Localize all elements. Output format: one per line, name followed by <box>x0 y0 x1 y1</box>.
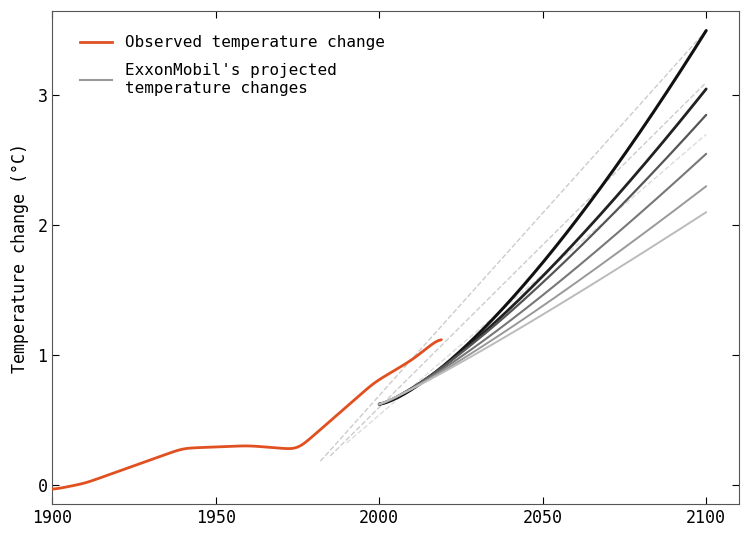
Y-axis label: Temperature change (°C): Temperature change (°C) <box>11 143 29 373</box>
Legend: Observed temperature change, ExxonMobil's projected
temperature changes: Observed temperature change, ExxonMobil'… <box>74 29 392 102</box>
